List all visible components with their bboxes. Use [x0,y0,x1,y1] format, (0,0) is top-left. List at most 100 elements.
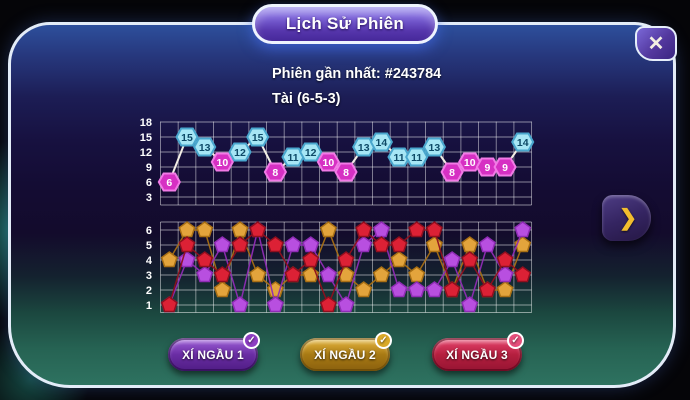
die-marker [355,281,373,298]
die-marker [160,251,178,268]
next-page-button[interactable]: ❯ [602,195,651,241]
dice-3-label: XÍ NGẦU 3 [446,347,508,362]
die-marker [178,236,196,253]
dice-3-toggle[interactable]: XÍ NGẦU 3 ✓ [432,332,524,371]
marker-value: 10 [323,157,335,169]
marker-value: 13 [358,142,370,154]
xiu-marker [440,162,464,182]
die-marker [355,221,373,238]
y-tick-label: 9 [146,162,152,174]
die-marker [302,236,320,253]
marker-value: 11 [287,152,298,164]
die-marker [302,251,320,268]
die-marker [178,221,196,238]
close-icon: ✕ [647,32,665,55]
die-marker [266,236,284,253]
tai-marker [228,142,252,162]
dice-2-toggle[interactable]: XÍ NGẦU 2 ✓ [300,332,392,371]
die-marker [390,251,408,268]
dice-1-toggle[interactable]: XÍ NGẦU 1 ✓ [168,332,260,371]
die-marker [478,281,496,298]
xiu-marker [316,152,341,172]
tai-marker [175,127,199,147]
marker-value: 8 [272,167,278,179]
marker-value: 11 [393,152,404,164]
tai-marker [246,127,270,147]
die-marker [319,221,337,238]
latest-session-text: Phiên gần nhất: #243784 [272,66,442,82]
die-marker [213,266,231,283]
tai-marker [193,137,217,157]
die-marker [514,266,532,283]
y-tick-label: 12 [140,147,152,159]
die-marker [390,281,408,298]
die-marker [408,281,426,298]
die-marker [425,221,443,238]
tai-marker [369,132,394,152]
die-marker [249,221,267,238]
marker-value: 15 [252,132,264,144]
die-marker [231,221,249,238]
marker-value: 15 [181,132,193,144]
die-marker [496,281,514,298]
die-marker [213,236,231,253]
xiu-marker [157,172,181,192]
die-marker [461,251,479,268]
marker-value: 13 [429,142,441,154]
check-icon: ✓ [507,332,524,349]
die-marker [337,296,355,313]
marker-value: 11 [411,152,422,164]
die-marker [390,236,408,253]
y-tick-label: 1 [146,300,152,312]
die-marker [372,221,390,238]
y-tick-label: 5 [146,240,152,252]
die-marker [196,266,214,283]
xiu-marker [334,162,358,182]
dice-series-3 [160,221,532,313]
die-marker [319,296,337,313]
die-marker [196,221,214,238]
latest-result-text: Tài (6-5-3) [272,91,341,107]
y-tick-label: 2 [146,285,152,297]
dice-2-label: XÍ NGẦU 2 [314,347,376,362]
marker-value: 10 [464,157,476,169]
marker-value: 10 [217,157,229,169]
y-tick-label: 15 [140,132,152,144]
die-marker [284,236,302,253]
die-marker [266,296,284,313]
y-axis-labels: 18 15 12 9 6 3 [140,117,152,204]
marker-value: 14 [517,137,529,149]
session-info: Phiên gần nhất: #243784 Tài (6-5-3) [272,62,441,112]
die-marker [213,281,231,298]
marker-value: 13 [199,142,211,154]
y-tick-label: 3 [146,270,152,282]
die-marker [319,266,337,283]
check-icon: ✓ [243,332,260,349]
die-marker [337,251,355,268]
y-tick-label: 6 [146,225,152,237]
die-marker [461,236,479,253]
xiu-marker [210,152,234,172]
die-marker [196,251,214,268]
marker-value: 9 [502,162,508,174]
tai-marker [422,137,447,157]
marker-value: 6 [166,177,172,189]
dialog-title-banner: Lịch Sử Phiên [252,4,438,44]
marker-value: 12 [234,147,246,159]
die-marker [425,281,443,298]
y-tick-label: 18 [140,117,152,129]
y-axis-labels: 6 5 4 3 2 1 [146,225,153,312]
die-marker [372,236,390,253]
close-button[interactable]: ✕ [635,26,677,61]
die-marker [514,221,532,238]
die-marker [249,266,267,283]
marker-value: 8 [449,167,455,179]
die-marker [284,266,302,283]
die-marker [231,296,249,313]
y-tick-label: 3 [146,192,152,204]
die-marker [231,236,249,253]
die-marker [496,251,514,268]
dice-history-chart: 6 5 4 3 2 1 [146,221,533,313]
